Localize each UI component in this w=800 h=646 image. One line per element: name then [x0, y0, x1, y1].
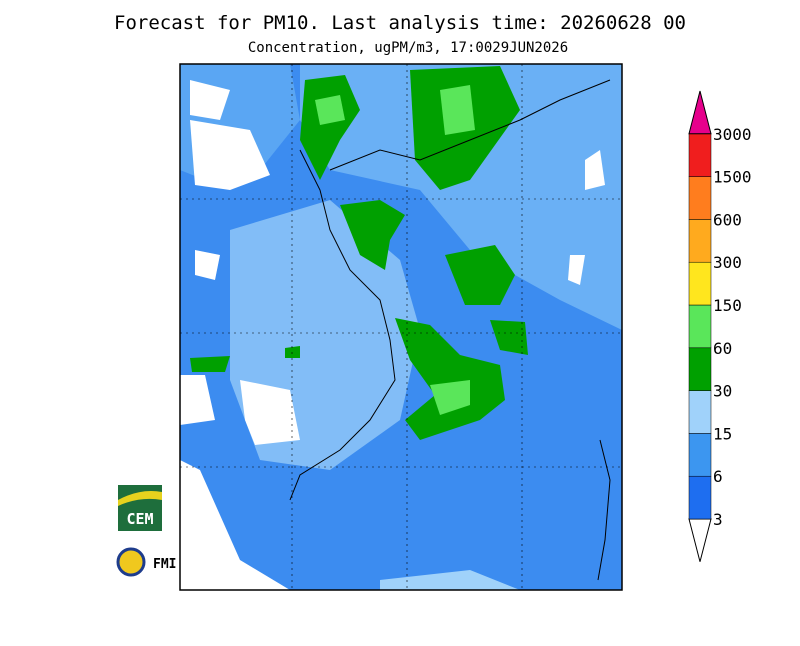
colorbar-segment: [688, 304, 712, 349]
colorbar-label: 3: [713, 510, 723, 529]
colorbar-segment: [688, 219, 712, 263]
subtitle: Concentration, ugPM/m3, 17:0029JUN2026: [248, 40, 568, 56]
colorbar-low: [688, 518, 712, 562]
colorbar-segment: [688, 347, 712, 391]
colorbar-label: 15: [713, 424, 732, 443]
colorbar-label: 1500: [713, 168, 752, 187]
colorbar-segment: [688, 133, 712, 177]
colorbar-label: 300: [713, 253, 742, 272]
colorbar-label: 6: [713, 467, 723, 486]
colorbar-segment: [688, 261, 712, 306]
colorbar-high: [688, 90, 712, 135]
colorbar-label: 3000: [713, 125, 752, 144]
colorbar-label: 600: [713, 210, 742, 229]
cem-text: CEM: [126, 510, 153, 528]
cem-logo: CEM: [118, 485, 162, 531]
colorbar-label: 150: [713, 296, 742, 315]
title: Forecast for PM10. Last analysis time: 2…: [114, 12, 686, 34]
colorbar-segment: [688, 475, 712, 520]
fmi-text: FMI: [153, 557, 176, 572]
colorbar-segment: [688, 176, 712, 220]
colorbar-label: 30: [713, 382, 732, 401]
fmi-logo: FMI: [116, 547, 176, 577]
map: [179, 63, 623, 591]
colorbar-segment: [688, 390, 712, 434]
colorbar: 3 6 15 30 60 150 300 600 1500 3000: [688, 90, 752, 562]
colorbar-label: 60: [713, 339, 732, 358]
colorbar-segment: [688, 433, 712, 477]
